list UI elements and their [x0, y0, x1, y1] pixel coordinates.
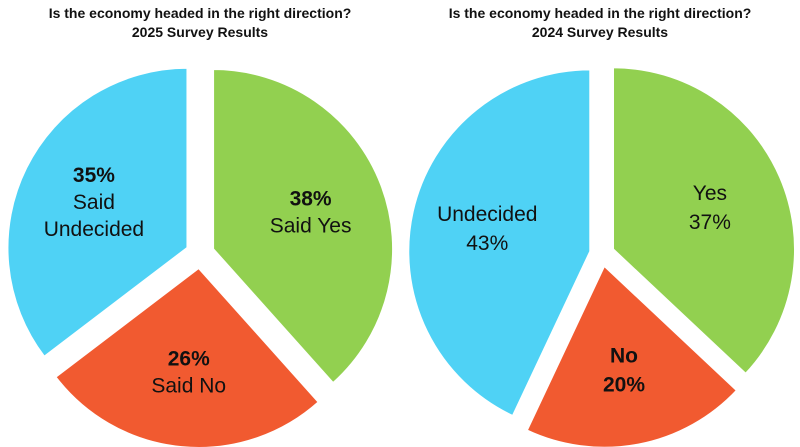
slice-label-line: 43%	[466, 232, 508, 255]
pie-2024: Yes 37% No 20% Undecided 43%	[407, 66, 796, 447]
slice-label-line: Yes	[693, 182, 727, 205]
pie-slice-said-no	[54, 266, 321, 447]
slice-label: Undecided 43%	[437, 203, 537, 255]
slice-label: 35% Said Undecided	[44, 164, 144, 241]
slice-label: Yes 37%	[689, 182, 731, 234]
slice-label-line: 37%	[689, 211, 731, 234]
slice-label-line: No	[610, 344, 638, 367]
pie-slice-yes	[612, 66, 796, 376]
slice-label-line: Said Yes	[270, 215, 352, 238]
slice-label-line: Said No	[151, 375, 226, 398]
slice-label-line: 35%	[73, 164, 115, 187]
pie-slice-said-undecided	[6, 66, 189, 359]
slice-label-line: Undecided	[44, 218, 144, 241]
slice-label-line: 26%	[168, 348, 210, 371]
pie-slice-said-yes	[212, 68, 395, 385]
chart-subtitle: 2024 Survey Results	[531, 24, 669, 40]
chart-subtitle: 2025 Survey Results	[131, 24, 269, 40]
pie-slice-undecided	[407, 68, 592, 418]
pie-slice-no	[525, 264, 739, 447]
slice-label-line: 38%	[290, 188, 332, 211]
chart-title: Is the economy headed in the right direc…	[48, 5, 352, 21]
slice-label-line: Said	[73, 191, 115, 214]
slice-label: 26% Said No	[151, 348, 226, 398]
slice-label: No 20%	[603, 344, 645, 396]
slice-label: 38% Said Yes	[270, 188, 352, 238]
pie-2025: 38% Said Yes 26% Said No 35% Said Undecided	[6, 66, 395, 447]
pie-chart-2025: Is the economy headed in the right direc…	[6, 5, 395, 447]
slice-label-line: Undecided	[437, 203, 537, 226]
pie-chart-2024: Is the economy headed in the right direc…	[400, 0, 800, 447]
slice-label-line: 20%	[603, 373, 645, 396]
chart-title: Is the economy headed in the right direc…	[448, 5, 752, 21]
